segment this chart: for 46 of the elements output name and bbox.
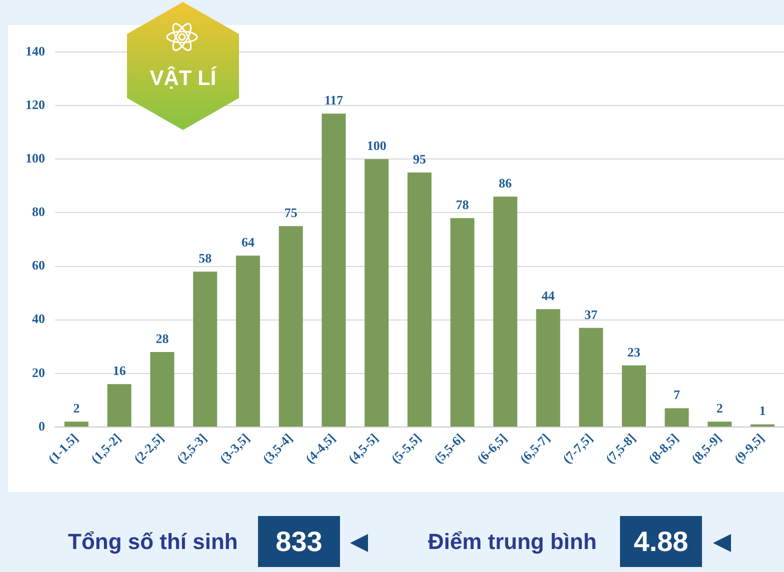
- bar: [536, 309, 560, 426]
- data-label: 100: [366, 138, 386, 153]
- data-label: 75: [284, 204, 298, 220]
- y-tick-label: 80: [32, 204, 45, 220]
- data-label: 23: [627, 344, 641, 360]
- data-label: 95: [413, 151, 426, 166]
- bar: [322, 114, 346, 426]
- bar: [493, 196, 518, 426]
- bar: [664, 408, 689, 426]
- bar: [407, 172, 432, 426]
- data-label: 7: [674, 387, 681, 402]
- y-tick-label: 60: [32, 258, 45, 273]
- bar: [107, 384, 132, 426]
- data-label: 2: [716, 400, 723, 416]
- bar: [450, 218, 474, 426]
- data-label: 86: [498, 176, 512, 190]
- bar: [579, 328, 604, 426]
- bar: [364, 159, 389, 426]
- value-box: 4.88: [620, 516, 702, 567]
- bar: [622, 365, 646, 426]
- data-label: 64: [241, 234, 255, 250]
- value-box: 833: [258, 516, 340, 567]
- bar: [278, 226, 303, 426]
- bar: [150, 352, 174, 426]
- y-tick-label: 120: [26, 96, 45, 112]
- y-tick-label: 40: [32, 311, 45, 326]
- y-tick-label: 140: [26, 43, 45, 58]
- data-label: 44: [542, 288, 556, 303]
- bar: [708, 422, 732, 426]
- data-label: 16: [112, 363, 126, 378]
- data-label: 2: [73, 400, 80, 416]
- y-tick-label: 100: [26, 150, 45, 166]
- bar: [64, 422, 88, 426]
- text: Tổng số thí sinh: [68, 528, 238, 556]
- bar: [193, 272, 218, 426]
- text: VẬT LÍ: [148, 66, 218, 92]
- data-label: 58: [198, 250, 212, 266]
- data-label: 28: [156, 330, 170, 346]
- data-label: 37: [584, 306, 598, 322]
- text: Điểm trung bình: [428, 528, 597, 556]
- data-label: 1: [759, 403, 766, 418]
- y-tick-label: 20: [32, 364, 45, 380]
- data-label: 117: [324, 92, 344, 108]
- data-label: 78: [456, 196, 470, 212]
- y-tick-label: 0: [38, 418, 45, 434]
- bar: [236, 256, 260, 426]
